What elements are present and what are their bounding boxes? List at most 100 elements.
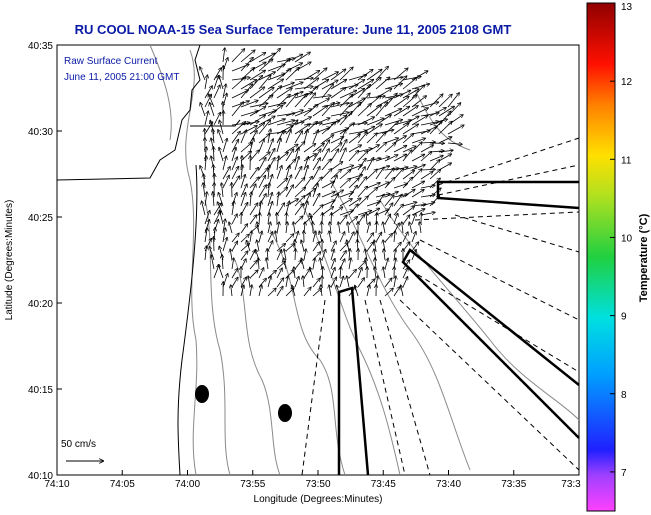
current-vector [384,122,398,135]
current-vector [366,133,377,144]
current-vector [258,285,262,297]
current-vector [312,96,331,99]
current-vector [276,262,285,270]
current-vector [366,222,370,234]
current-vector [240,175,245,189]
scale-label: 50 cm/s [61,439,96,450]
current-vector [438,150,453,152]
current-vector [438,137,452,144]
current-vector [204,86,212,99]
current-vector [267,129,271,144]
current-vector [338,222,340,234]
current-vector [329,285,331,297]
current-vector [240,58,253,72]
current-vector [429,160,440,171]
current-vector [285,130,291,144]
current-vector [240,151,251,162]
coverage-outlines [337,180,580,476]
current-vector [411,116,427,126]
current-vector [268,165,270,180]
x-tick-label: 73:40 [436,479,461,490]
coverage-box-southeast [401,248,580,439]
current-vector [339,123,354,135]
current-vector [294,178,305,189]
current-vector [394,276,396,288]
current-vector [357,127,374,135]
current-vector [276,120,294,126]
colorbar-tick-label: 9 [621,312,627,323]
current-vector [330,149,339,162]
current-vector [321,200,335,207]
current-vector [420,169,435,170]
colorbar-tick-label: 11 [621,155,632,166]
current-vector [366,118,384,126]
current-vector [402,95,417,108]
current-vector [219,76,224,90]
current-vector [393,169,403,180]
current-vector [339,232,345,243]
current-vector [219,121,224,135]
current-vector [231,122,245,135]
current-vector [231,214,237,225]
current-vector [303,105,318,117]
current-vector [339,210,353,216]
coastline [56,44,201,181]
current-vector [312,149,321,162]
current-vector [276,139,281,153]
current-vector [357,159,366,171]
current-vector [213,113,220,126]
current-vector [339,94,353,108]
current-vector [312,158,320,171]
current-vector [402,78,417,90]
current-vector [276,179,287,189]
current-vector [420,145,433,153]
current-vector [384,155,398,162]
current-vector [222,84,226,99]
current-vector [292,286,296,297]
x-axis: 74:10 74:05 74:00 73:55 73:50 73:45 73:40 73:35… [44,470,581,490]
current-vector [303,157,308,171]
current-vector [402,106,418,117]
current-vector [384,203,393,216]
current-vector [394,231,395,243]
current-vector [285,120,298,135]
current-vector [294,204,303,216]
current-vector [393,184,407,189]
current-vector [384,214,390,225]
current-vector [411,181,424,189]
current-vector [204,211,210,225]
current-vector [276,126,293,135]
current-vector [339,140,347,153]
current-vector [231,157,237,171]
current-vector [312,167,320,180]
current-vector [340,267,341,279]
current-vector [249,115,265,126]
current-vector [312,289,321,297]
current-label: Raw Surface Current [64,56,158,67]
current-vector [258,120,270,135]
current-vector [240,224,247,234]
current-vector [258,185,266,198]
current-vector [247,241,251,252]
current-vector [249,250,255,261]
current-vector [383,267,385,279]
current-vector [294,78,313,81]
current-vector [267,193,272,207]
y-tick-label: 40:10 [28,471,53,482]
current-vector [267,139,273,153]
current-vector [393,76,407,90]
current-vector [366,209,379,216]
current-vector [438,106,454,117]
current-vector [294,267,295,279]
current-vector [231,233,239,243]
colorbar-tick-label: 10 [621,233,633,244]
current-vector [303,287,311,297]
current-vector [420,171,433,180]
current-vector [393,287,400,297]
current-vector [312,143,324,153]
current-vector [267,103,286,108]
sandy-hook [190,119,241,127]
current-vector [222,255,223,270]
current-vector [375,102,388,117]
surface-current-vectors [200,48,464,297]
